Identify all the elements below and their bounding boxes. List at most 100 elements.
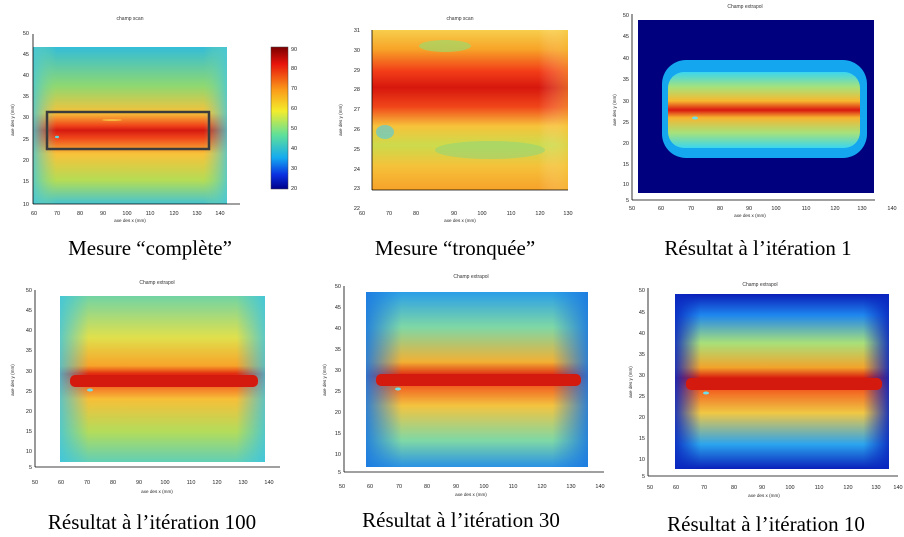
y-tick: 25: [639, 394, 645, 400]
y-tick: 50: [26, 288, 32, 294]
x-tick: 110: [146, 211, 155, 217]
x-tick: 80: [110, 480, 116, 486]
y-tick: 35: [335, 347, 341, 353]
x-tick: 90: [451, 211, 457, 217]
x-tick: 100: [122, 211, 131, 217]
x-tick-labels: 50 60 70 80 90 100 110 120 130 140: [32, 480, 274, 486]
x-tick: 80: [424, 484, 430, 490]
y-tick: 10: [23, 202, 29, 208]
x-tick: 120: [212, 480, 221, 486]
y-tick: 29: [354, 68, 360, 74]
x-tick: 110: [815, 485, 824, 491]
y-tick: 5: [642, 474, 645, 480]
y-axis-label: axe des y (mm): [322, 364, 327, 396]
y-tick: 10: [639, 457, 645, 463]
x-tick: 80: [413, 211, 419, 217]
plot-title: Champ extrapol: [742, 282, 777, 288]
x-tick-labels: 60 70 80 90 100 110 120 130: [359, 211, 573, 217]
x-tick-labels: 50 60 70 80 90 100 110 120 130 140: [647, 485, 903, 491]
field-core: [376, 374, 581, 386]
y-tick: 31: [354, 28, 360, 34]
panel-iteration-30: Champ extrapol 50 60 70 80 90 100 110 12…: [316, 272, 608, 502]
x-tick: 120: [537, 484, 546, 490]
y-tick-labels: 50 45 40 35 30 25 20 15 10 5: [335, 284, 341, 476]
y-tick: 40: [26, 328, 32, 334]
y-tick: 30: [639, 373, 645, 379]
plot-title: Champ extrapol: [139, 280, 174, 286]
x-tick: 60: [58, 480, 64, 486]
y-tick: 20: [26, 409, 32, 415]
plot-title: Champ extrapol: [453, 274, 488, 280]
x-tick: 100: [160, 480, 169, 486]
y-tick-labels: 50 45 40 35 30 25 20 15 10 5: [639, 288, 645, 480]
x-axis-label: axe des x (mm): [748, 493, 780, 498]
y-tick: 30: [623, 99, 629, 105]
plot-title: champ scan: [447, 16, 474, 22]
y-tick: 40: [335, 326, 341, 332]
panel-iteration-1: Champ extrapol 50 60 70 80 90 100 110 12…: [610, 0, 904, 225]
field-feature: [435, 141, 545, 159]
y-tick: 50: [639, 288, 645, 294]
y-tick: 27: [354, 107, 360, 113]
y-tick: 5: [338, 470, 341, 476]
y-tick: 50: [335, 284, 341, 290]
panel-iteration-100: Champ extrapol 50 60 70 80 90 100 110 12…: [0, 272, 300, 502]
y-tick: 45: [23, 52, 29, 58]
x-tick: 110: [509, 484, 518, 490]
x-tick: 80: [717, 206, 723, 212]
panel-mesure-tronquee: champ scan 60 70 80 90 100 110 120 130 a…: [330, 0, 580, 225]
x-tick: 130: [238, 480, 247, 486]
x-tick: 110: [802, 206, 811, 212]
y-tick: 50: [623, 13, 629, 19]
x-tick: 100: [785, 485, 794, 491]
x-tick: 90: [759, 485, 765, 491]
y-tick: 30: [354, 48, 360, 54]
y-axis-label: axe des y (mm): [628, 366, 633, 398]
y-tick: 40: [623, 56, 629, 62]
y-tick-labels: 50 45 40 35 30 25 20 15 10 5: [26, 288, 32, 471]
y-tick: 25: [23, 137, 29, 143]
field-core: [668, 72, 860, 148]
x-tick-labels: 50 60 70 80 90 100 110 120 130 140: [629, 206, 897, 212]
x-tick: 80: [731, 485, 737, 491]
colorbar-tick: 80: [291, 66, 297, 72]
hotspot-marker: [87, 388, 93, 392]
colorbar-tick: 20: [291, 186, 297, 192]
x-tick: 70: [84, 480, 90, 486]
x-axis-label: axe des x (mm): [444, 218, 476, 223]
x-tick: 110: [507, 211, 516, 217]
colorbar-tick: 70: [291, 86, 297, 92]
x-tick: 90: [453, 484, 459, 490]
heatmap-plot: Champ extrapol 50 60 70 80 90 100 110 12…: [612, 4, 897, 218]
x-tick: 60: [673, 485, 679, 491]
y-tick: 10: [623, 182, 629, 188]
y-tick: 20: [335, 410, 341, 416]
y-tick: 25: [26, 389, 32, 395]
y-tick: 10: [26, 449, 32, 455]
y-axis-label: axe des y (mm): [10, 104, 15, 136]
x-tick: 100: [771, 206, 780, 212]
plot-title: champ scan: [117, 16, 144, 22]
y-tick: 25: [354, 147, 360, 153]
caption-mesure-tronquee: Mesure “tronquée”: [374, 236, 536, 260]
colorbar-tick: 60: [291, 106, 297, 112]
y-tick: 50: [23, 31, 29, 37]
y-tick: 26: [354, 127, 360, 133]
plot-title: Champ extrapol: [727, 4, 762, 10]
y-tick: 40: [639, 331, 645, 337]
heatmap-edge-shading: [372, 30, 568, 190]
y-tick-labels: 31 30 29 28 27 26 25 24 23 22: [354, 28, 360, 212]
caption-iteration-30: Résultat à l’itération 30: [362, 508, 560, 532]
y-tick-labels: 50 45 40 35 30 25 20 15 10: [23, 31, 29, 208]
caption-iteration-10: Résultat à l’itération 10: [667, 512, 865, 536]
y-tick: 45: [335, 305, 341, 311]
y-tick: 5: [626, 198, 629, 204]
x-tick: 70: [54, 211, 60, 217]
y-tick: 45: [639, 310, 645, 316]
heatmap-plot: Champ extrapol 50 60 70 80 90 100 110 12…: [628, 282, 903, 498]
x-tick: 100: [479, 484, 488, 490]
x-tick: 140: [887, 206, 896, 212]
y-tick: 45: [26, 308, 32, 314]
y-tick: 45: [623, 34, 629, 40]
y-tick: 15: [335, 431, 341, 437]
